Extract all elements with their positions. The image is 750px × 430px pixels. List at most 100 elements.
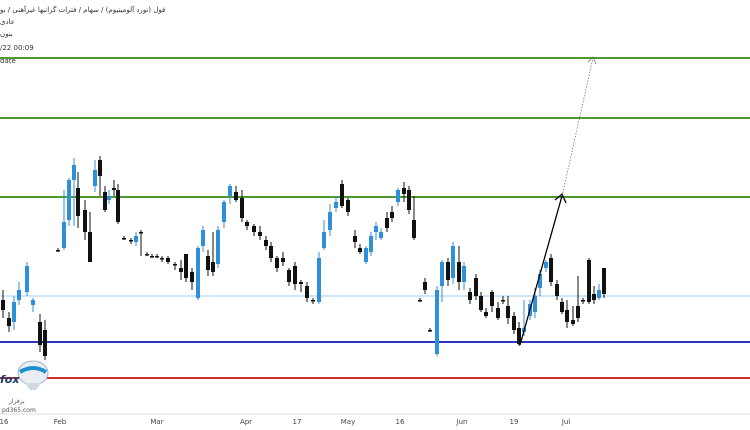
projection-dotted-arrowhead <box>587 56 597 65</box>
candle <box>139 230 143 256</box>
projection-dotted-extension <box>561 57 594 197</box>
candle-body <box>560 302 564 312</box>
candle <box>468 288 472 304</box>
candle-body <box>129 240 133 242</box>
candle-body <box>490 292 494 306</box>
candle <box>269 242 273 262</box>
candle-body <box>468 292 472 300</box>
candle <box>462 262 466 290</box>
candle <box>25 262 29 296</box>
horizontal-levels <box>0 57 750 379</box>
candle-body <box>334 202 338 208</box>
candle-body <box>571 320 575 324</box>
candle-body <box>322 232 326 248</box>
candle <box>173 262 177 270</box>
candle-body <box>305 286 309 298</box>
candle-body <box>435 290 439 354</box>
candle-body <box>287 270 291 282</box>
candle <box>12 296 16 330</box>
candle <box>43 320 47 360</box>
candle <box>560 298 564 314</box>
candle-body <box>544 262 548 268</box>
candle-body <box>43 330 47 356</box>
candle <box>76 172 80 228</box>
candle <box>490 290 494 312</box>
projection-arrowhead <box>554 192 567 204</box>
candle-body <box>369 236 373 252</box>
candle-body <box>358 248 362 252</box>
candle <box>17 282 21 305</box>
candle-body <box>31 300 35 305</box>
candle-body <box>7 318 11 326</box>
symbol-type: عادی <box>0 18 15 26</box>
candle-body <box>281 258 285 262</box>
candle-body <box>25 266 29 292</box>
candle-body <box>462 266 466 282</box>
candle <box>38 314 42 352</box>
last-update-timestamp: /22 00:09 <box>0 44 34 52</box>
candle-body <box>12 302 16 322</box>
candle <box>334 196 338 212</box>
candle <box>418 298 422 302</box>
candle <box>116 184 120 224</box>
candle <box>222 200 226 228</box>
candle <box>275 256 279 272</box>
candle-body <box>385 218 389 228</box>
candle-body <box>451 246 455 278</box>
candle-body <box>196 248 200 298</box>
candle-body <box>428 330 432 332</box>
candle-body <box>311 300 315 302</box>
candle <box>281 252 285 266</box>
candle <box>501 296 505 304</box>
candle <box>385 212 389 232</box>
candle <box>517 322 521 346</box>
candle-body <box>293 266 297 284</box>
candle-body <box>122 238 126 240</box>
candle <box>506 296 510 324</box>
candle <box>67 178 71 226</box>
candle-body <box>364 248 368 262</box>
x-axis-label: Mar <box>150 418 163 426</box>
candle <box>602 268 606 298</box>
candle <box>155 254 159 258</box>
candle-body <box>555 284 559 296</box>
candle <box>234 186 238 202</box>
candle-body <box>211 262 215 272</box>
candle-body <box>173 264 177 266</box>
candle <box>122 236 126 240</box>
candle-body <box>346 200 350 212</box>
candle <box>576 276 580 322</box>
candle-body <box>533 296 537 312</box>
candle <box>264 236 268 250</box>
candle <box>379 228 383 240</box>
candle-body <box>216 230 220 264</box>
candle <box>440 260 444 302</box>
candle-body <box>506 306 510 318</box>
candle <box>107 190 111 204</box>
x-axis-label: 16 <box>396 418 405 426</box>
candle-body <box>245 222 249 226</box>
candle-body <box>374 226 378 232</box>
candle-body <box>67 180 71 220</box>
candle <box>206 250 210 276</box>
candle <box>597 284 601 300</box>
candlestick-series <box>1 156 606 360</box>
candle-body <box>353 236 357 242</box>
candle-body <box>206 256 210 270</box>
candle <box>587 258 591 304</box>
balloon-icon <box>17 360 49 390</box>
candle-body <box>222 202 226 222</box>
candle-body <box>457 262 461 282</box>
candle <box>571 306 575 326</box>
candle-body <box>538 274 542 288</box>
candle <box>179 260 183 280</box>
candle-body <box>587 260 591 302</box>
candle-body <box>390 212 394 218</box>
candle <box>353 230 357 248</box>
candle-body <box>597 290 601 298</box>
candle <box>322 220 326 250</box>
candle <box>457 246 461 290</box>
candle-body <box>512 316 516 330</box>
candle-body <box>317 258 321 302</box>
